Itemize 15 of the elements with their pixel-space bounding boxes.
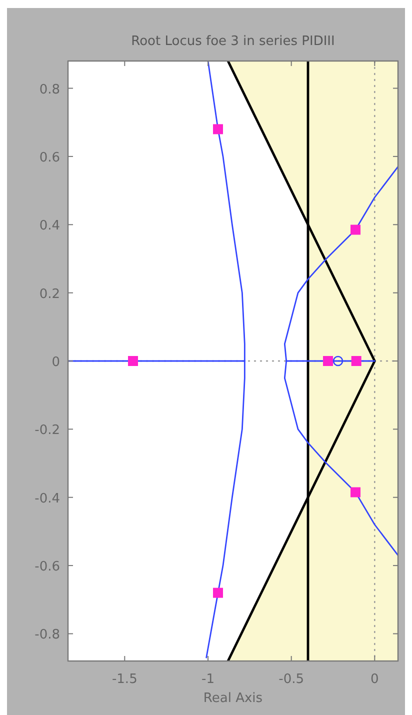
y-tick-label: -0.8 — [34, 628, 60, 643]
y-tick-label: 0.2 — [39, 286, 60, 302]
x-tick-label: -0.5 — [278, 672, 304, 687]
x-tick-label: -1 — [202, 672, 214, 687]
y-tick-label: 0 — [52, 355, 60, 370]
y-tick-label: -0.2 — [34, 423, 60, 438]
y-tick-label: -0.6 — [34, 560, 60, 575]
y-tick-label: -0.4 — [34, 491, 60, 506]
y-tick-label: 0.8 — [39, 82, 60, 98]
x-axis-title: Real Axis — [203, 691, 263, 706]
chart-title: Root Locus foe 3 in series PIDIII — [131, 34, 335, 49]
x-tick-label: -1.5 — [112, 672, 138, 687]
x-tick-label: 0 — [370, 672, 379, 687]
y-tick-label: 0.4 — [39, 218, 60, 234]
y-tick-label: 0.6 — [39, 150, 60, 166]
